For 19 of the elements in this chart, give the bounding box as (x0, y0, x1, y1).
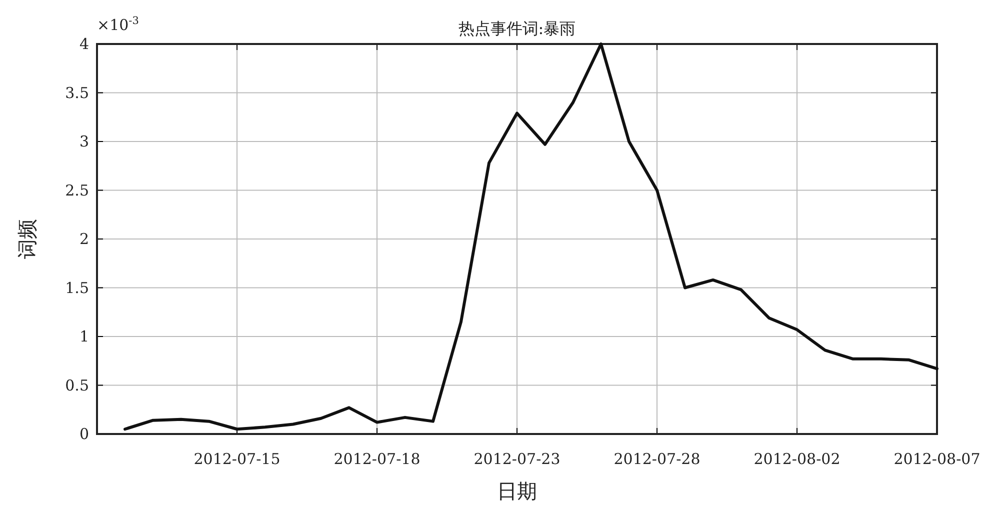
y-axis-title: 词频 (15, 219, 39, 259)
y-tick-label: 2 (79, 230, 89, 248)
y-tick-label: 0 (79, 425, 89, 443)
y-tick-label: 3 (79, 132, 89, 150)
x-tick-label: 2012-07-15 (194, 450, 280, 468)
text: ×10$^{-3}$ (97, 15, 139, 34)
x-tick-label: 2012-07-18 (334, 450, 420, 468)
y-tick-label: 4 (79, 35, 89, 53)
x-tick-label: 2012-08-02 (754, 450, 840, 468)
x-tick-label: 2012-07-23 (474, 450, 560, 468)
y-tick-label: 0.5 (65, 376, 89, 394)
y-tick-label: 1 (79, 328, 89, 346)
y-tick-label: 1.5 (65, 278, 89, 297)
x-tick-label: 2012-07-28 (614, 450, 700, 468)
chart-title: 热点事件词:暴雨 (458, 19, 576, 38)
x-axis-title: 日期 (497, 479, 537, 503)
y-tick-label: 3.5 (65, 84, 89, 102)
y-tick-label: 2.5 (65, 181, 89, 200)
x-tick-label: 2012-08-07 (894, 450, 980, 468)
